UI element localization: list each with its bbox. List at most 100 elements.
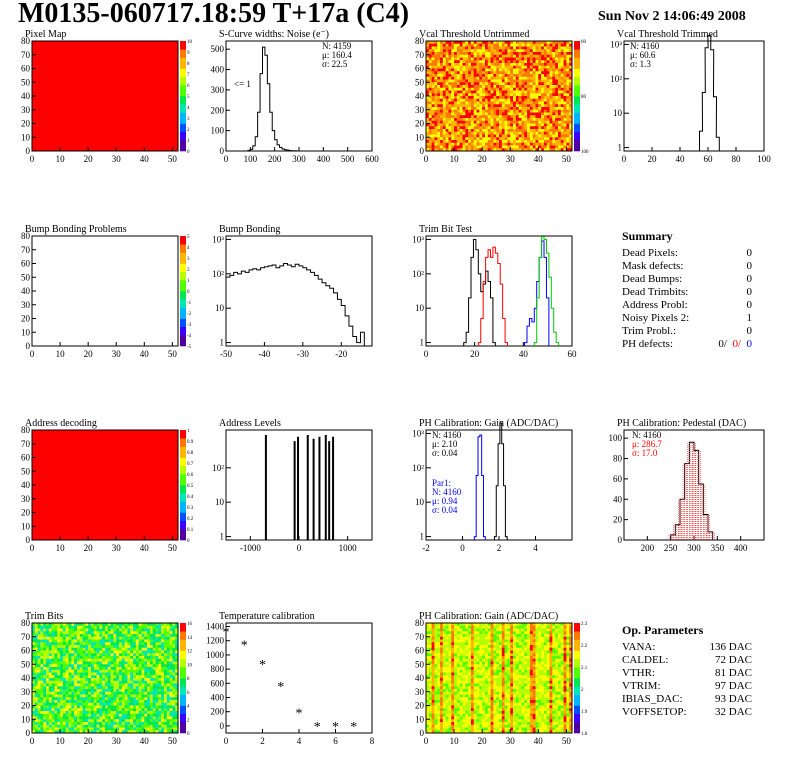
heatmap-cell — [431, 683, 435, 687]
heatmap-cell — [479, 52, 483, 56]
heatmap-cell — [476, 120, 480, 124]
heatmap-cell — [482, 41, 486, 45]
heatmap-cell — [88, 628, 92, 632]
heatmap-cell — [82, 664, 86, 668]
heatmap-cell — [113, 711, 117, 715]
heatmap-cell — [484, 43, 489, 47]
heatmap-cell — [521, 129, 525, 133]
heatmap-cell — [454, 74, 458, 78]
heatmap-cell — [557, 68, 562, 72]
heatmap-cell — [57, 711, 61, 715]
colorbar-segment — [180, 148, 186, 152]
heatmap-cell — [482, 96, 486, 100]
heatmap-cell — [456, 126, 460, 130]
heatmap-cell — [465, 126, 469, 130]
heatmap-cell — [51, 625, 55, 629]
chart-title: Address decoding — [25, 418, 97, 429]
heatmap-cell — [479, 49, 483, 53]
heatmap-cell — [102, 656, 106, 660]
heatmap-cell — [552, 63, 556, 67]
heatmap-cell — [524, 120, 528, 124]
heatmap-cell — [138, 634, 142, 638]
heatmap-cell — [454, 43, 458, 47]
y-tick-label: 50 — [21, 466, 31, 476]
heatmap-cell — [541, 54, 545, 58]
heatmap-cell — [172, 642, 176, 646]
heatmap-cell — [454, 140, 458, 144]
heatmap-cell — [37, 675, 41, 679]
heatmap-cell — [175, 711, 179, 715]
heatmap-cell — [470, 49, 475, 53]
heatmap-cell — [110, 700, 114, 704]
heatmap-cell — [546, 142, 550, 146]
heatmap-cell — [147, 697, 151, 701]
heatmap-cell — [442, 137, 446, 141]
heatmap-cell — [88, 639, 92, 643]
heatmap-cell — [130, 722, 134, 726]
heatmap-cell — [434, 96, 438, 100]
heatmap-cell — [549, 107, 553, 111]
heatmap-cell — [555, 140, 559, 144]
heatmap-cell — [569, 109, 573, 113]
heatmap-cell — [60, 631, 64, 635]
heatmap-cell — [51, 724, 55, 728]
heatmap-cell — [124, 702, 128, 706]
heatmap-cell — [119, 653, 123, 657]
heatmap-cell — [482, 148, 486, 152]
heatmap-cell — [496, 131, 500, 135]
scatter-point: * — [314, 720, 321, 735]
heatmap-cell — [51, 656, 55, 660]
heatmap-cell — [113, 691, 117, 695]
heatmap-cell — [462, 129, 466, 133]
heatmap-cell — [470, 107, 475, 111]
heatmap-cell — [527, 90, 531, 94]
heatmap-cell — [434, 137, 438, 141]
heatmap-cell — [155, 708, 159, 712]
heatmap-cell — [121, 700, 125, 704]
heatmap-cell — [541, 140, 545, 144]
heatmap-cell — [484, 65, 489, 69]
heatmap-cell — [524, 41, 528, 45]
heatmap-cell — [501, 93, 505, 97]
heatmap-cell — [144, 705, 148, 709]
heatmap-cell — [549, 123, 553, 127]
heatmap-cell — [96, 647, 100, 651]
heatmap-cell — [434, 123, 438, 127]
heatmap-cell — [468, 148, 472, 152]
heatmap-cell — [105, 694, 109, 698]
heatmap-cell — [133, 700, 137, 704]
heatmap-cell — [46, 658, 50, 662]
heatmap-cell — [65, 631, 69, 635]
heatmap-cell — [499, 65, 503, 69]
heatmap-cell — [535, 57, 539, 61]
heatmap-cell — [99, 727, 103, 731]
y-tick-label: 10² — [212, 463, 224, 473]
heatmap-cell — [462, 60, 466, 64]
heatmap-cell — [147, 667, 151, 671]
heatmap-cell — [105, 689, 109, 693]
heatmap-cell — [445, 101, 449, 105]
heatmap-cell — [428, 131, 432, 135]
heatmap-cell — [529, 90, 533, 94]
colorbar-segment — [180, 645, 186, 649]
heatmap-cell — [518, 76, 522, 80]
heatmap-cell — [470, 98, 475, 102]
heatmap-cell — [445, 63, 449, 67]
heatmap-cell — [113, 634, 117, 638]
heatmap-cell — [440, 71, 444, 75]
heatmap-cell — [46, 683, 50, 687]
heatmap-cell — [147, 664, 151, 668]
heatmap-cell — [499, 60, 503, 64]
heatmap-cell — [62, 719, 66, 723]
x-tick-label: 2 — [260, 736, 265, 746]
heatmap-cell — [147, 661, 151, 665]
heatmap-cell — [175, 683, 179, 687]
heatmap-cell — [482, 60, 486, 64]
heatmap-cell — [54, 656, 58, 660]
heatmap-cell — [543, 96, 548, 100]
heatmap-cell — [493, 65, 497, 69]
heatmap-cell — [484, 134, 489, 138]
heatmap-cell — [32, 719, 36, 723]
